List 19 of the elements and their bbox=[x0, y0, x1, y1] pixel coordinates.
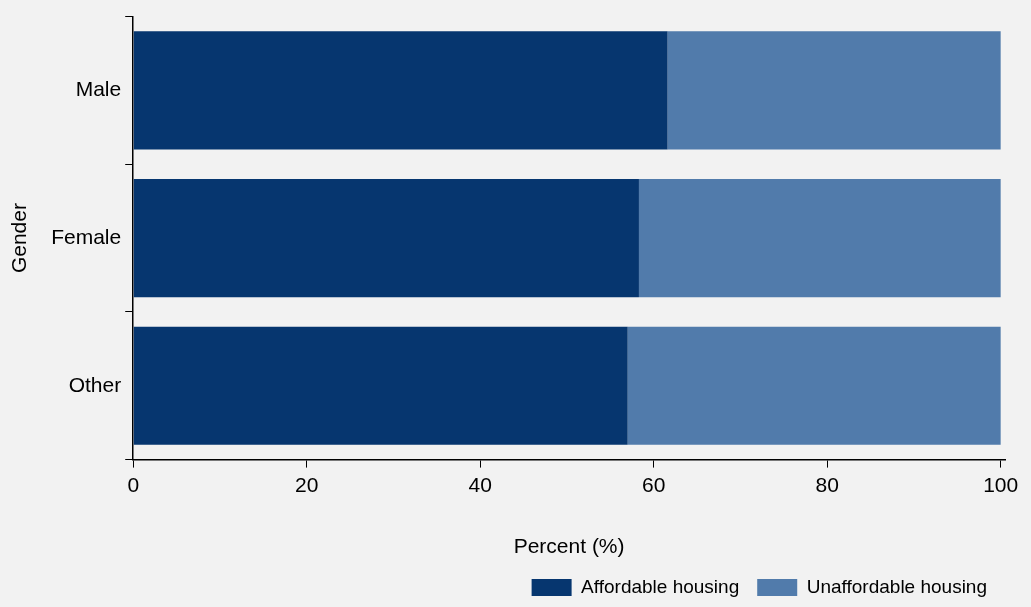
y-tick-label: Female bbox=[51, 224, 122, 248]
legend-label: Unaffordable housing bbox=[806, 575, 988, 597]
y-axis-title: Gender bbox=[7, 203, 31, 274]
bar bbox=[133, 31, 668, 150]
x-tick-label: 0 bbox=[127, 473, 140, 496]
x-tick-label: 80 bbox=[815, 473, 839, 496]
bar bbox=[133, 326, 628, 445]
bar bbox=[627, 326, 1001, 445]
x-tick-label: 40 bbox=[468, 473, 492, 496]
y-tick-label: Other bbox=[68, 372, 122, 396]
x-tick-label: 20 bbox=[295, 473, 319, 496]
x-tick-label: 100 bbox=[983, 473, 1019, 496]
bar bbox=[133, 179, 639, 298]
x-tick-label: 60 bbox=[642, 473, 666, 496]
y-tick-label: Male bbox=[75, 77, 122, 101]
bar bbox=[667, 31, 1001, 150]
bar bbox=[638, 179, 1001, 298]
legend-label: Affordable housing bbox=[581, 575, 740, 597]
x-axis-title: Percent (%) bbox=[513, 534, 625, 558]
